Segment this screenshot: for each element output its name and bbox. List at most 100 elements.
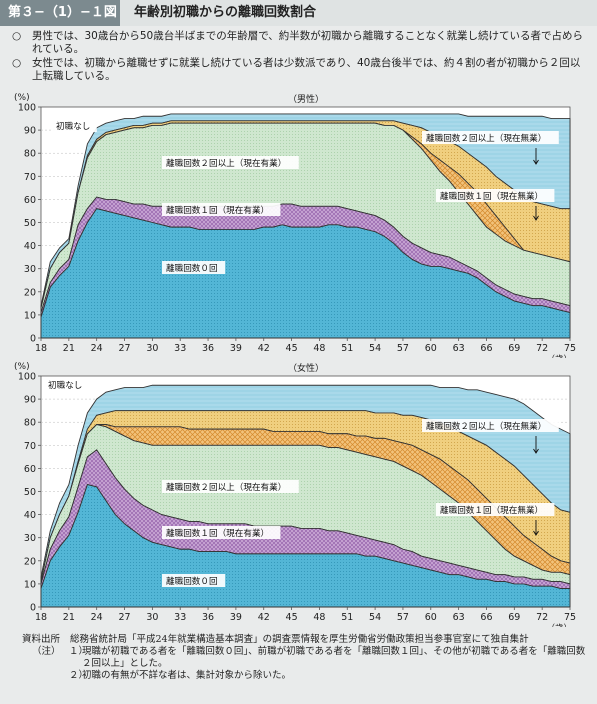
series-label: 離職回数０回 [166, 575, 218, 587]
chart-title: （男性） [288, 93, 324, 105]
series-label: 初職なし [48, 379, 82, 391]
source-text: 総務省統計局「平成24年就業構造基本調査」の調査票情報を厚生労働省労働政策担当参… [70, 634, 529, 645]
x-tick-label: 30 [146, 343, 158, 354]
arrow-head [533, 448, 539, 454]
series-label-box [422, 419, 559, 432]
y-tick-label: 90 [24, 126, 36, 137]
x-tick-label: 42 [258, 612, 270, 623]
x-tick-label: 48 [313, 343, 325, 354]
y-tick-label: 10 [24, 310, 36, 321]
series-label: 初職なし [56, 120, 90, 132]
series-label-box [162, 156, 299, 169]
series-label-box [162, 261, 226, 274]
series-label: 離職回数１回（現在無業） [440, 190, 543, 202]
x-tick-label: 42 [258, 343, 270, 354]
arrow-head [533, 159, 539, 165]
x-tick-label: 54 [369, 343, 381, 354]
x-tick-label: 18 [35, 343, 47, 354]
y-tick-label: 80 [24, 149, 36, 160]
x-tick-label: 63 [453, 343, 465, 354]
x-tick-label: 33 [174, 343, 186, 354]
series-label-box [436, 189, 555, 202]
y-tick-label: 50 [24, 487, 36, 498]
x-tick-label: 45 [286, 612, 298, 623]
x-tick-label: 60 [425, 343, 437, 354]
x-tick-label: 21 [63, 343, 75, 354]
series-label-box [162, 526, 281, 539]
source-label: 資料出所 [22, 634, 61, 645]
summary-text: 男性では、30歳台から50歳台半ばまでの年齢層で、約半数が初職から離職することな… [32, 30, 583, 55]
x-tick-label: 57 [397, 612, 409, 623]
x-tick-label: 39 [230, 343, 242, 354]
female-chart: 0 10 20 30 40 50 60 70 80 90 100 18 21 24 27 30 33 36 39 42… [14, 362, 576, 627]
x-axis-unit: （歳） [546, 623, 572, 627]
x-tick-label: 24 [91, 343, 103, 354]
series-label-box [162, 574, 226, 587]
x-axis-unit: （歳） [546, 354, 572, 358]
note-label: （注） [32, 646, 61, 657]
series-label-box [436, 503, 555, 516]
y-tick-label: 60 [24, 464, 36, 475]
y-axis-unit: (%) [14, 362, 30, 372]
figure-title: 年齢別初職からの離職回数割合 [134, 5, 317, 20]
series-label-box [162, 480, 299, 493]
x-tick-label: 69 [508, 343, 520, 354]
y-tick-label: 80 [24, 418, 36, 429]
series-label-box [422, 131, 559, 144]
x-tick-label: 27 [118, 612, 130, 623]
x-tick-label: 27 [118, 343, 130, 354]
x-tick-label: 45 [286, 343, 298, 354]
summary: ○ 男性では、30歳台から50歳台半ばまでの年齢層で、約半数が初職から離職するこ… [10, 30, 590, 84]
series-label: 離職回数２回以上（現在有業） [166, 481, 286, 493]
y-tick-label: 40 [24, 510, 36, 521]
x-tick-label: 72 [536, 343, 548, 354]
x-tick-label: 21 [63, 612, 75, 623]
x-tick-label: 51 [341, 343, 353, 354]
x-tick-label: 63 [453, 612, 465, 623]
arrow-head [533, 215, 539, 221]
y-tick-label: 20 [24, 287, 36, 298]
x-tick-label: 66 [480, 612, 492, 623]
series-label: 離職回数１回（現在有業） [166, 527, 269, 539]
x-tick-label: 66 [480, 343, 492, 354]
y-tick-label: 30 [24, 264, 36, 275]
x-tick-label: 57 [397, 343, 409, 354]
series-label-box [44, 378, 89, 391]
note-item: １） 現職が初職である者を「離職回数０回」、前職が初職である者を「離職回数１回」… [69, 646, 588, 670]
male-chart: 0 10 20 30 40 50 60 70 80 90 100 18 21 24 27 30 33 36 39 42… [14, 93, 576, 358]
x-tick-label: 69 [508, 612, 520, 623]
bullet-mark: ○ [12, 57, 22, 69]
summary-text: 女性では、初職から離職せずに就業し続けている者は少数派であり、40歳台後半では、… [32, 57, 581, 82]
series-label-box [162, 203, 281, 216]
y-tick-label: 30 [24, 533, 36, 544]
y-tick-label: 100 [18, 372, 36, 383]
y-tick-label: 70 [24, 441, 36, 452]
x-tick-label: 39 [230, 612, 242, 623]
series-label: 離職回数２回以上（現在有業） [166, 157, 286, 169]
y-tick-label: 60 [24, 195, 36, 206]
x-tick-label: 75 [564, 343, 576, 354]
note-number: ２） [69, 670, 89, 681]
arrow-head [533, 530, 539, 536]
x-tick-label: 30 [146, 612, 158, 623]
x-tick-label: 33 [174, 612, 186, 623]
x-tick-label: 24 [91, 612, 103, 623]
series-label: 離職回数１回（現在有業） [166, 204, 269, 216]
bullet-mark: ○ [12, 30, 22, 42]
figure-header: 第３−（1）−１図 年齢別初職からの離職回数割合 [0, 0, 597, 26]
x-tick-label: 51 [341, 612, 353, 623]
summary-point: ○ 女性では、初職から離職せずに就業し続けている者は少数派であり、40歳台後半で… [10, 57, 590, 83]
note-number: １） [69, 646, 89, 657]
x-tick-label: 60 [425, 612, 437, 623]
x-tick-label: 18 [35, 612, 47, 623]
chart-title: （女性） [288, 362, 324, 374]
note-item: ２） 初職の有無が不詳な者は、集計対象から除いた。 [69, 670, 588, 682]
y-tick-label: 40 [24, 241, 36, 252]
series-label-box [52, 119, 97, 132]
x-tick-label: 36 [202, 612, 214, 623]
x-tick-label: 48 [313, 612, 325, 623]
y-axis-unit: (%) [14, 93, 30, 103]
y-tick-label: 90 [24, 395, 36, 406]
x-tick-label: 72 [536, 612, 548, 623]
x-tick-label: 36 [202, 343, 214, 354]
